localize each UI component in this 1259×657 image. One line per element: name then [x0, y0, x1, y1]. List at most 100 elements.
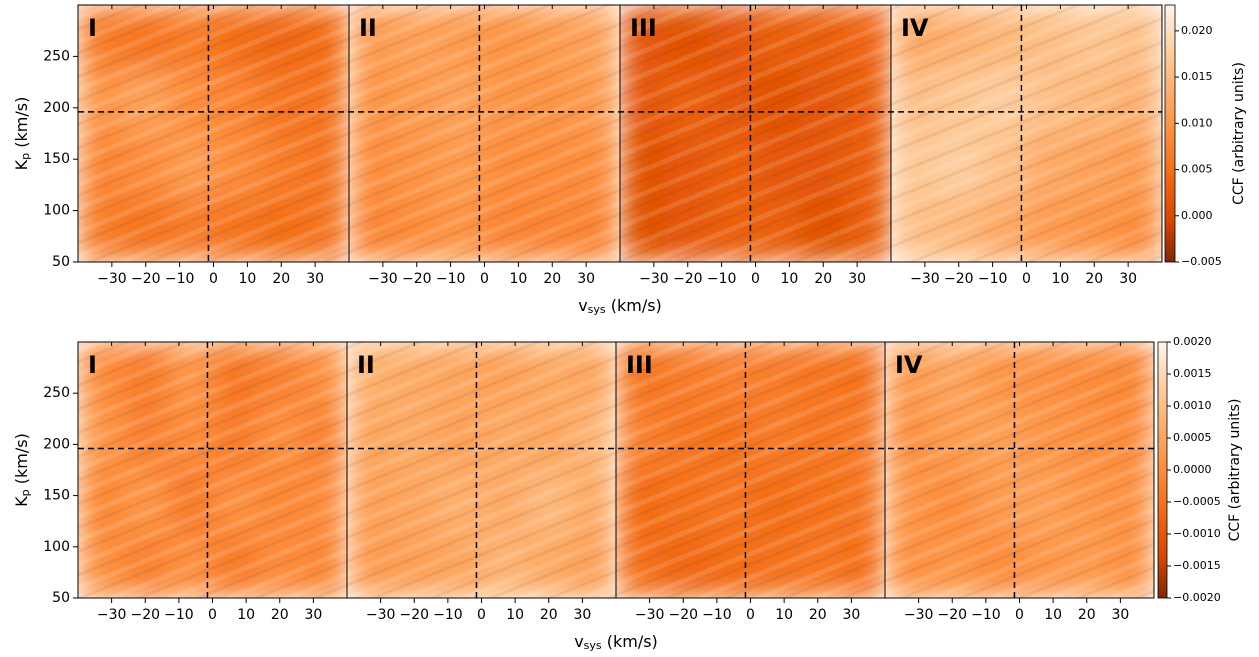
x-tick-label: −10 [978, 271, 1008, 287]
x-tick-label: −30 [97, 271, 127, 287]
x-tick-label: −10 [707, 271, 737, 287]
x-tick-label: −10 [164, 607, 194, 623]
x-tick-label: −20 [937, 607, 967, 623]
colorbar-tick-label: −0.0010 [1173, 527, 1221, 540]
x-tick-label: 20 [809, 607, 827, 623]
x-tick-label: −30 [368, 271, 398, 287]
colorbar-tick-label: 0.0000 [1173, 463, 1212, 476]
colorbar-tick-label: −0.0020 [1173, 591, 1221, 604]
x-axis-label: vsys (km/s) [578, 296, 662, 317]
x-tick-label: 10 [780, 271, 798, 287]
colorbar-tick-label: 0.015 [1181, 70, 1213, 83]
x-tick-label: 30 [1119, 271, 1137, 287]
x-tick-label: −20 [944, 271, 974, 287]
colorbar [1157, 341, 1168, 599]
x-tick-label: 20 [271, 607, 289, 623]
texture [347, 342, 616, 598]
x-tick-label: 30 [573, 607, 591, 623]
panel-label: I [88, 351, 97, 379]
heatmap-panel [891, 5, 1162, 262]
label-suffix: (km/s) [602, 632, 658, 651]
x-tick-label: 30 [848, 271, 866, 287]
x-tick-label: 20 [543, 271, 561, 287]
panel-label: III [626, 351, 653, 379]
y-tick-label: 50 [52, 254, 70, 270]
x-tick-label: 0 [751, 271, 760, 287]
y-tick-label: 250 [43, 385, 70, 401]
colorbar [1164, 4, 1176, 263]
colorbar-label: CCF (arbitrary units) [1231, 62, 1247, 205]
x-tick-label: −30 [639, 271, 669, 287]
x-tick-label: −20 [673, 271, 703, 287]
label-main: K [12, 496, 31, 507]
y-tick-label: 100 [43, 203, 70, 219]
x-tick-label: −20 [399, 607, 429, 623]
x-tick-label: 0 [1022, 271, 1031, 287]
y-axis-label: Kp (km/s) [12, 433, 33, 507]
x-tick-label: 0 [208, 607, 217, 623]
x-tick-label: 10 [775, 607, 793, 623]
x-tick-label: −30 [910, 271, 940, 287]
colorbar-tick-label: 0.020 [1181, 24, 1213, 37]
colorbar-tick-label: 0.005 [1181, 163, 1213, 176]
x-tick-label: 20 [814, 271, 832, 287]
label-suffix: (km/s) [606, 296, 662, 315]
x-tick-label: 20 [1078, 607, 1096, 623]
y-tick-label: 200 [43, 436, 70, 452]
y-tick-label: 100 [43, 539, 70, 555]
x-tick-label: 0 [1015, 607, 1024, 623]
heatmap-panel [78, 342, 347, 598]
x-tick-label: 0 [209, 271, 218, 287]
panel-label: III [630, 14, 657, 42]
x-tick-label: −30 [97, 607, 127, 623]
x-tick-label: −30 [904, 607, 934, 623]
x-axis-label: vsys (km/s) [574, 632, 658, 653]
x-tick-label: 30 [304, 607, 322, 623]
colorbar-tick-label: 0.0010 [1173, 399, 1212, 412]
x-tick-label: 20 [1085, 271, 1103, 287]
x-tick-label: 30 [842, 607, 860, 623]
x-tick-label: 0 [480, 271, 489, 287]
label-suffix: (km/s) [12, 97, 31, 153]
x-tick-label: 30 [306, 271, 324, 287]
x-tick-label: −30 [366, 607, 396, 623]
colorbar-tick-label: 0.0005 [1173, 431, 1212, 444]
y-tick-label: 150 [43, 488, 70, 504]
x-tick-label: −10 [433, 607, 463, 623]
x-tick-label: −10 [702, 607, 732, 623]
y-tick-label: 200 [43, 100, 70, 116]
colorbar-tick-label: 0.0020 [1173, 335, 1212, 348]
colorbar-tick-label: −0.005 [1181, 255, 1222, 268]
texture [78, 5, 349, 262]
panel-label: IV [895, 351, 923, 379]
y-tick-label: 250 [43, 48, 70, 64]
texture [78, 342, 347, 598]
x-tick-label: −10 [165, 271, 195, 287]
label-sub: p [19, 153, 32, 160]
x-tick-label: 30 [1111, 607, 1129, 623]
x-tick-label: 0 [746, 607, 755, 623]
y-axis-label: Kp (km/s) [12, 97, 33, 171]
heatmap-panel [347, 342, 616, 598]
x-tick-label: −10 [436, 271, 466, 287]
y-tick-label: 50 [52, 590, 70, 606]
colorbar-tick-label: 0.010 [1181, 116, 1213, 129]
x-tick-label: 20 [272, 271, 290, 287]
label-suffix: (km/s) [12, 433, 31, 489]
panel-label: IV [901, 14, 929, 42]
label-main: v [574, 632, 583, 651]
label-sub: sys [588, 303, 606, 316]
x-tick-label: 10 [506, 607, 524, 623]
x-tick-label: −20 [668, 607, 698, 623]
label-main: v [578, 296, 587, 315]
label-sub: p [19, 489, 32, 496]
label-sub: sys [584, 639, 602, 652]
x-tick-label: −10 [971, 607, 1001, 623]
colorbar-tick-label: −0.0015 [1173, 559, 1221, 572]
heatmap-panel [78, 5, 349, 262]
heatmap-panel [620, 5, 891, 262]
x-tick-label: 10 [509, 271, 527, 287]
y-tick-label: 150 [43, 151, 70, 167]
texture [616, 342, 885, 598]
